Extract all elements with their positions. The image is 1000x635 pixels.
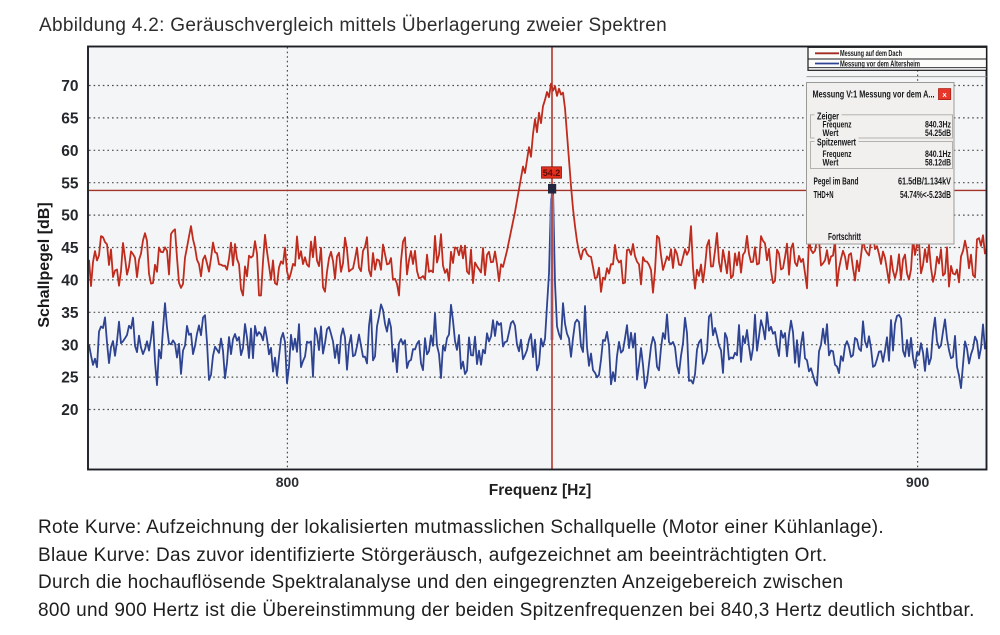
svg-text:60: 60 (61, 143, 78, 160)
svg-text:Spitzenwert: Spitzenwert (817, 137, 856, 148)
svg-text:Pegel im Band: Pegel im Band (814, 176, 859, 187)
svg-text:THD+N: THD+N (814, 190, 834, 201)
svg-text:Messung auf dem Dach: Messung auf dem Dach (840, 49, 902, 58)
svg-text:40: 40 (61, 273, 78, 290)
svg-text:54.25dB: 54.25dB (925, 128, 951, 139)
svg-text:Messung vor dem Altersheim: Messung vor dem Altersheim (840, 59, 920, 68)
svg-text:Messung V:1 Messung vor dem A.: Messung V:1 Messung vor dem A... (813, 89, 935, 101)
svg-text:Frequenz: Frequenz (823, 149, 852, 160)
svg-text:54.2: 54.2 (543, 168, 561, 178)
svg-text:800: 800 (276, 474, 300, 490)
svg-text:55: 55 (61, 175, 79, 192)
svg-text:35: 35 (61, 305, 79, 322)
svg-text:Zeiger: Zeiger (817, 112, 839, 123)
svg-text:900: 900 (906, 474, 930, 490)
svg-text:840.3Hz: 840.3Hz (925, 120, 951, 131)
svg-text:25: 25 (61, 370, 79, 387)
svg-text:45: 45 (61, 240, 79, 257)
svg-text:Frequenz [Hz]: Frequenz [Hz] (489, 482, 591, 499)
svg-text:Wert: Wert (823, 128, 840, 139)
svg-text:30: 30 (61, 337, 78, 354)
svg-text:58.12dB: 58.12dB (925, 158, 951, 169)
svg-text:50: 50 (61, 208, 78, 225)
svg-text:x: x (943, 90, 948, 99)
svg-text:70: 70 (61, 78, 78, 95)
svg-text:Frequenz: Frequenz (823, 120, 852, 131)
svg-text:61.5dB/1.134kV: 61.5dB/1.134kV (898, 176, 951, 187)
svg-text:Fortschritt: Fortschritt (828, 232, 861, 243)
svg-text:Schallpegel [dB]: Schallpegel [dB] (36, 202, 53, 327)
svg-text:Wert: Wert (823, 158, 840, 169)
svg-text:20: 20 (61, 402, 78, 419)
svg-text:840.1Hz: 840.1Hz (925, 149, 951, 160)
svg-text:54.74%<-5.23dB: 54.74%<-5.23dB (900, 190, 951, 201)
svg-text:65: 65 (61, 111, 79, 128)
